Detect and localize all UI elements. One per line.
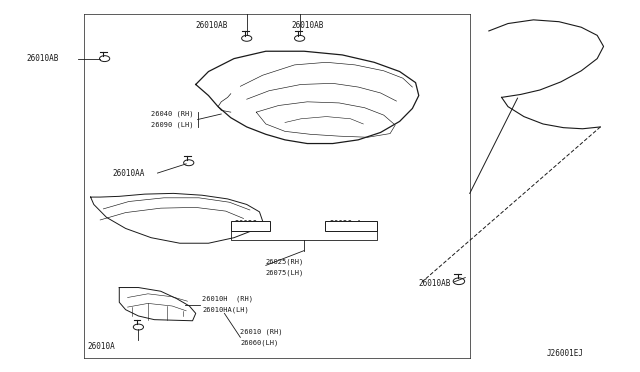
Text: 26028: 26028 xyxy=(234,220,257,229)
Text: 26075(LH): 26075(LH) xyxy=(266,270,304,276)
Text: 26010AB: 26010AB xyxy=(27,54,60,63)
Text: 26010HA(LH): 26010HA(LH) xyxy=(202,307,249,313)
Bar xyxy=(325,221,378,231)
Text: 26040 (RH): 26040 (RH) xyxy=(151,111,194,117)
Text: 26010H  (RH): 26010H (RH) xyxy=(202,295,253,302)
Text: 26028+A: 26028+A xyxy=(330,220,362,229)
Text: 26010AA: 26010AA xyxy=(113,169,145,177)
Text: 26010AB: 26010AB xyxy=(196,21,228,30)
Text: 26060(LH): 26060(LH) xyxy=(241,340,278,346)
Bar xyxy=(231,221,270,231)
Text: 26025(RH): 26025(RH) xyxy=(266,259,304,265)
Text: J26001EJ: J26001EJ xyxy=(546,350,583,359)
Text: 26010A: 26010A xyxy=(88,342,115,351)
Text: 26010 (RH): 26010 (RH) xyxy=(241,328,283,335)
Text: 26010AB: 26010AB xyxy=(291,21,324,30)
Text: 26010AB: 26010AB xyxy=(419,279,451,288)
Text: 26090 (LH): 26090 (LH) xyxy=(151,122,194,128)
